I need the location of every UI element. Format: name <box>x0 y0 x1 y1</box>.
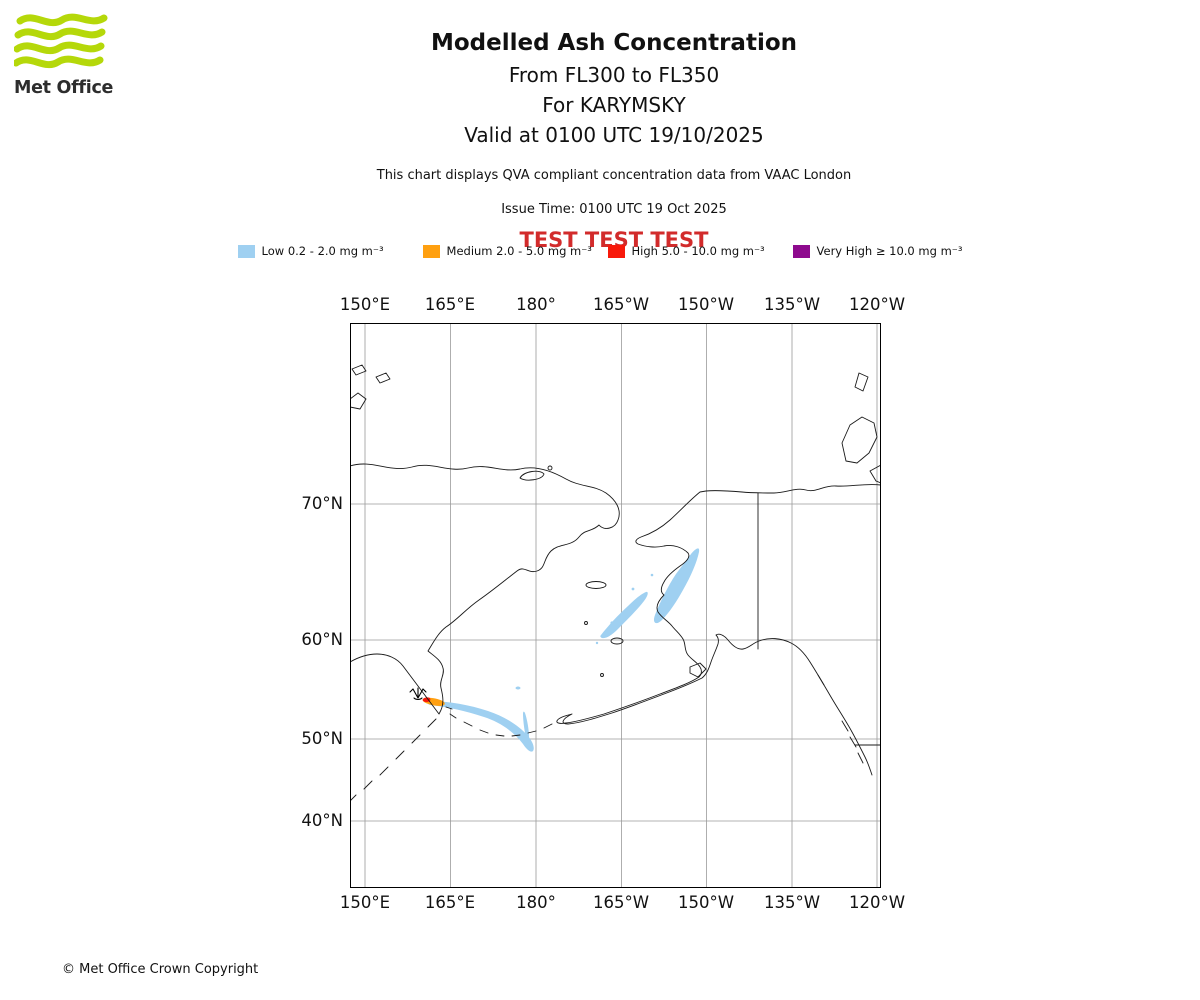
legend-item-very-high: Very High ≥ 10.0 mg m⁻³ <box>792 244 963 258</box>
coast-siberia-kamchatka <box>349 463 620 715</box>
volcano-marker <box>409 687 427 701</box>
coast-wrangel <box>519 470 545 481</box>
coast-st-matthew <box>584 621 588 625</box>
coast-alaska <box>556 484 882 776</box>
x-tick-bottom-165w: 165°W <box>592 893 650 912</box>
page-title: Modelled Ash Concentration <box>430 30 798 56</box>
x-tick-top-120w: 120°W <box>848 295 906 314</box>
x-tick-top-180: 180° <box>516 295 556 314</box>
copyright-notice: © Met Office Crown Copyright <box>62 962 259 977</box>
x-tick-bottom-150w: 150°W <box>677 893 735 912</box>
chart-description: This chart displays QVA compliant concen… <box>376 168 852 183</box>
coast-pribilof <box>600 673 604 677</box>
very-high-swatch <box>792 244 810 258</box>
x-tick-bottom-135w: 135°W <box>763 893 821 912</box>
coast-arctic-islet <box>854 372 869 392</box>
x-tick-bottom-165e: 165°E <box>424 893 476 912</box>
x-tick-top-150e: 150°E <box>339 295 391 314</box>
coast-banks-island <box>841 416 878 464</box>
coast-victoria-island-partial <box>869 464 882 484</box>
coast-st-lawrence <box>585 581 607 589</box>
x-tick-bottom-150e: 150°E <box>339 893 391 912</box>
legend-item-low: Low 0.2 - 2.0 mg m⁻³ <box>237 244 423 258</box>
header: Modelled Ash Concentration From FL300 to… <box>28 30 1200 252</box>
coast-kuril-islands <box>349 718 437 802</box>
coast-nunivak <box>610 637 624 645</box>
valid-time-subtitle: Valid at 0100 UTC 19/10/2025 <box>464 123 764 147</box>
graticule <box>350 323 881 888</box>
ash-concentration-map <box>349 323 882 888</box>
ash-plume-high <box>422 697 431 702</box>
x-tick-bottom-120w: 120°W <box>848 893 906 912</box>
map-frame <box>350 323 881 888</box>
flight-levels-subtitle: From FL300 to FL350 <box>508 63 720 87</box>
ash-plume-low <box>427 548 700 752</box>
high-label: High 5.0 - 10.0 mg m⁻³ <box>631 244 765 258</box>
x-tick-top-135w: 135°W <box>763 295 821 314</box>
low-label: Low 0.2 - 2.0 mg m⁻³ <box>261 244 384 258</box>
met-office-logo-waves <box>12 13 108 69</box>
volcano-subtitle: For KARYMSKY <box>542 93 686 117</box>
y-tick-70n: 70°N <box>301 494 343 513</box>
coastlines <box>349 364 882 802</box>
x-tick-top-165e: 165°E <box>424 295 476 314</box>
y-tick-60n: 60°N <box>301 630 343 649</box>
coast-new-siberian-islands <box>349 364 391 410</box>
coast-panhandle-islands <box>817 674 864 764</box>
x-tick-top-150w: 150°W <box>677 295 735 314</box>
high-swatch <box>607 244 625 258</box>
medium-label: Medium 2.0 - 5.0 mg m⁻³ <box>446 244 592 258</box>
low-swatch <box>237 244 255 258</box>
legend-item-medium: Medium 2.0 - 5.0 mg m⁻³ <box>422 244 608 258</box>
coast-aleutian-islands <box>445 706 553 737</box>
map-svg <box>349 323 882 888</box>
issue-time: Issue Time: 0100 UTC 19 Oct 2025 <box>501 202 727 217</box>
concentration-legend: Low 0.2 - 2.0 mg m⁻³ Medium 2.0 - 5.0 mg… <box>0 244 1200 258</box>
x-tick-bottom-180: 180° <box>516 893 556 912</box>
medium-swatch <box>422 244 440 258</box>
coast-kodiak <box>689 662 707 678</box>
met-office-logo-text: Met Office <box>14 78 114 98</box>
legend-item-high: High 5.0 - 10.0 mg m⁻³ <box>607 244 793 258</box>
met-office-logo: Met Office <box>12 12 134 98</box>
x-tick-top-165w: 165°W <box>592 295 650 314</box>
very-high-label: Very High ≥ 10.0 mg m⁻³ <box>816 244 963 258</box>
y-tick-40n: 40°N <box>301 811 343 830</box>
coast-islet <box>547 465 553 471</box>
y-tick-50n: 50°N <box>301 729 343 748</box>
